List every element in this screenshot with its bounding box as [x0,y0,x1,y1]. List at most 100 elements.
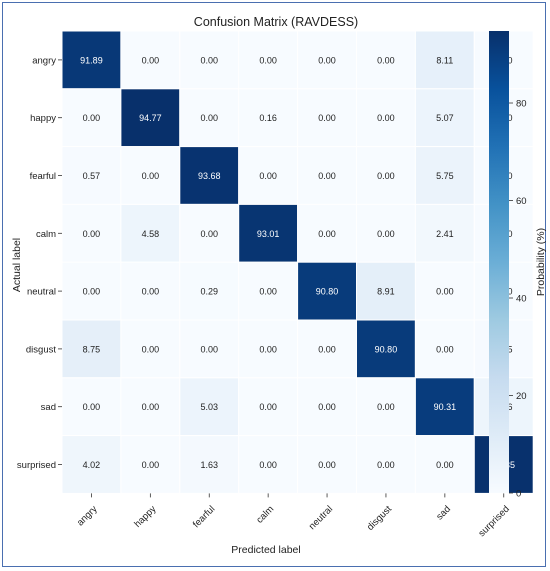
cell-value-label: 0.00 [377,229,395,239]
cell-value-label: 0.16 [259,113,277,123]
cell-value-label: 0.00 [259,344,277,354]
x-tick-label: surprised [476,504,511,539]
cell-value-label: 5.03 [200,402,218,412]
heatmap-cell [120,146,181,205]
cell-value-label: 0.00 [259,402,277,412]
heatmap-cell [61,435,122,494]
cell-value-label: 0.00 [142,402,160,412]
cell-value-label: 90.80 [375,344,398,354]
heatmap-cell [179,203,240,263]
heatmap-cell [120,30,181,90]
heatmap-cell [414,30,475,90]
heatmap-cell [120,435,181,494]
cell-value-label: 5.75 [436,171,454,181]
heatmap-cell [179,319,240,379]
heatmap-cell [61,319,122,379]
heatmap-cell [120,203,181,263]
cell-value-label: 0.00 [436,460,454,470]
heatmap-cell [179,146,240,205]
cell-value-label: 0.00 [318,55,336,65]
cell-value-label: 0.00 [436,287,454,297]
cell-value-label: 0.00 [142,287,160,297]
x-axis-label: Predicted label [231,544,300,556]
cell-value-label: 5.07 [436,113,454,123]
y-tick-label: angry [32,55,56,66]
heatmap-cell [238,146,299,205]
heatmap-cell [414,261,475,321]
heatmap-cell [356,203,416,263]
heatmap-cell [238,203,299,263]
y-tick-label: disgust [26,344,56,355]
cell-value-label: 0.00 [318,229,336,239]
cell-value-label: 4.02 [83,460,101,470]
cell-value-label: 0.00 [142,171,160,181]
heatmap-cell [297,146,358,205]
heatmap-cell [238,435,299,494]
cell-value-label: 0.00 [142,344,160,354]
cell-value-label: 90.31 [434,402,457,412]
heatmap-cell [414,88,475,148]
cell-value-label: 0.00 [200,55,218,65]
cell-value-label: 0.00 [142,460,160,470]
heatmap-cell [297,435,358,494]
cell-value-label: 8.91 [377,287,395,297]
heatmap-cell [61,377,122,437]
heatmap-cell [120,261,181,321]
heatmap-cell [356,146,416,205]
cell-value-label: 0.00 [318,113,336,123]
cell-value-label: 93.01 [257,229,280,239]
heatmap-cell [356,377,416,437]
y-tick-label: surprised [17,460,56,471]
heatmap-cell [179,435,240,494]
y-tick-label: happy [30,113,56,124]
cell-value-label: 93.68 [198,171,221,181]
cell-value-label: 0.00 [200,229,218,239]
cell-value-label: 0.00 [377,402,395,412]
cell-value-label: 0.57 [83,171,101,181]
heatmap-cell [61,146,122,205]
y-tick-label: sad [41,402,56,413]
heatmap-cell [238,377,299,437]
cell-value-label: 4.58 [142,229,160,239]
heatmap-cell [414,377,475,437]
heatmap-cell [414,319,475,379]
cell-value-label: 0.00 [318,460,336,470]
cell-value-label: 91.89 [80,55,103,65]
cell-value-label: 0.00 [83,287,101,297]
x-tick-label: happy [132,504,158,530]
heatmap-cell [238,88,299,148]
colorbar-tick-label: 40 [516,294,527,305]
colorbar-tick-label: 20 [516,391,527,402]
x-tick-label: neutral [307,504,335,532]
x-tick-label: fearful [191,504,217,530]
x-tick-label: disgust [365,503,394,532]
cell-value-label: 0.00 [200,344,218,354]
cell-value-label: 8.11 [436,55,453,65]
heatmap-cell [297,377,358,437]
heatmap-cells: 91.89 0.00 0.00 0.00 0.00 0.00 8.11 0.00 0.00 94.… [61,30,534,494]
cell-value-label: 0.00 [83,402,101,412]
cell-value-label: 0.00 [83,229,101,239]
cell-value-label: 0.00 [318,402,336,412]
colorbar-tick-label: 60 [516,196,527,207]
x-tick-label: angry [75,504,100,529]
y-tick-label: calm [36,229,56,240]
cell-value-label: 8.75 [83,344,101,354]
cell-value-label: 94.77 [139,113,162,123]
x-tick-label: sad [434,504,453,523]
cell-value-label: 1.63 [200,460,218,470]
heatmap-cell [120,377,181,437]
cell-value-label: 0.00 [83,113,101,123]
heatmap-cell [61,88,122,148]
cell-value-label: 0.00 [142,55,160,65]
cell-value-label: 0.00 [436,344,454,354]
heatmap-cell [356,261,416,321]
cell-value-label: 0.00 [377,460,395,470]
heatmap-cell [356,435,416,494]
x-tick-labels: angry happy fearful calm neutral disgust sad su… [75,493,512,539]
x-tick-label: calm [254,504,276,526]
colorbar-tick-label: 0 [516,489,521,500]
heatmap-cell [414,435,475,494]
heatmap-cell [61,30,122,90]
cell-value-label: 0.00 [259,171,277,181]
